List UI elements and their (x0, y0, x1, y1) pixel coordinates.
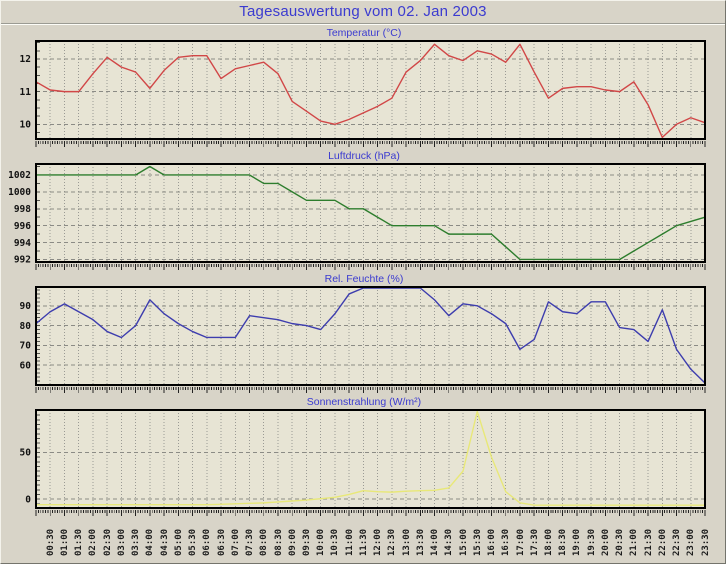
x-axis-label: 08:00 (259, 528, 270, 556)
x-axis-label: 22:00 (657, 528, 668, 556)
x-axis-label: 18:30 (558, 528, 569, 556)
y-axis-tick-label: 1000 (8, 187, 31, 198)
x-axis-label: 10:00 (316, 528, 327, 556)
time-axis-labels: 00:30 01:00 01:30 02:00 02:30 03:00 03:30 04:00… (1, 519, 725, 563)
solar-chart: 0 50 (1, 409, 725, 519)
x-axis-label: 21:00 (629, 528, 640, 556)
x-axis-label: 13:00 (401, 528, 412, 556)
x-axis-label: 09:30 (301, 528, 312, 556)
temperature-panel: Temperatur (°C) 10 11 12 (1, 27, 725, 150)
x-axis-label: 17:00 (515, 528, 526, 556)
temperature-chart-title: Temperatur (°C) (326, 27, 402, 39)
x-axis-label: 19:30 (586, 528, 597, 556)
y-axis-tick-label: 992 (14, 255, 31, 266)
x-axis-label: 07:00 (230, 528, 241, 556)
solar-chart-title: Sonnenstrahlung (W/m²) (306, 396, 422, 408)
pressure-panel: Luftdruck (hPa) 992 994 996 998 1000 1002 (1, 150, 725, 273)
x-axis-label: 11:30 (358, 528, 369, 556)
title-divider (1, 23, 725, 25)
chart-plot: 992 994 996 998 1000 1002 (8, 163, 706, 270)
chart-plot: 0 50 (20, 409, 706, 516)
chart-plot: 60 70 80 90 (20, 286, 706, 393)
x-axis-label: 10:30 (330, 528, 341, 556)
y-axis-tick-label: 60 (20, 360, 32, 371)
x-axis-label: 09:00 (287, 528, 298, 556)
y-axis-tick-label: 996 (14, 221, 31, 232)
y-axis-tick-label: 994 (14, 238, 31, 249)
x-axis-label: 00:30 (45, 528, 56, 556)
x-axis-label: 14:30 (444, 528, 455, 556)
y-axis-tick-label: 1002 (8, 170, 31, 181)
x-axis-label: 05:00 (173, 528, 184, 556)
x-axis-label: 05:30 (188, 528, 199, 556)
x-axis-label: 13:30 (415, 528, 426, 556)
x-axis-label: 16:30 (501, 528, 512, 556)
x-axis-label: 15:00 (458, 528, 469, 556)
x-axis-label: 02:00 (88, 528, 99, 556)
y-axis-tick-label: 50 (20, 448, 32, 459)
y-axis-tick-label: 80 (20, 321, 32, 332)
pressure-chart: 992 994 996 998 1000 1002 (1, 163, 725, 273)
x-axis-label: 16:00 (487, 528, 497, 556)
solar-panel: Sonnenstrahlung (W/m²) 0 50 (1, 396, 725, 519)
x-axis-label: 02:30 (102, 528, 113, 556)
y-axis-tick-label: 11 (20, 87, 32, 98)
page-title: Tagesauswertung vom 02. Jan 2003 (239, 3, 487, 20)
x-axis-label: 07:30 (245, 528, 255, 556)
x-axis-label: 03:00 (116, 528, 127, 556)
x-axis-label: 17:30 (529, 528, 540, 556)
pressure-chart-title: Luftdruck (hPa) (328, 150, 400, 162)
x-axis-label: 19:00 (572, 528, 583, 556)
x-axis-label: 20:30 (615, 528, 626, 556)
humidity-panel: Rel. Feuchte (%) 60 70 80 90 (1, 273, 725, 396)
x-axis-label: 04:00 (145, 528, 156, 556)
x-axis-label: 12:30 (387, 528, 398, 556)
x-axis-label: 06:00 (202, 528, 213, 556)
y-axis-tick-label: 10 (20, 120, 32, 131)
x-axis-label: 12:00 (373, 528, 384, 556)
y-axis-tick-label: 70 (20, 341, 32, 352)
y-axis-tick-label: 0 (25, 494, 31, 505)
x-axis-label: 22:30 (672, 528, 682, 556)
x-axis-label: 04:30 (159, 528, 170, 556)
y-axis-tick-label: 90 (20, 301, 32, 312)
x-axis-label: 08:30 (273, 528, 284, 556)
humidity-chart: 60 70 80 90 (1, 286, 725, 396)
x-axis-label: 20:00 (600, 528, 611, 556)
x-axis-label: 01:30 (74, 528, 85, 556)
x-axis-label: 15:30 (472, 528, 483, 556)
x-axis-label: 21:30 (643, 528, 654, 556)
x-axis-label: 06:30 (216, 528, 227, 556)
y-axis-tick-label: 12 (20, 54, 31, 65)
x-axis-label: 23:00 (686, 528, 697, 556)
temperature-chart: 10 11 12 (1, 40, 725, 150)
x-axis-label: 03:30 (131, 528, 142, 556)
x-axis-label: 18:00 (543, 528, 554, 556)
chart-plot: 10 11 12 (20, 40, 706, 147)
x-axis-label: 01:00 (60, 528, 70, 556)
x-axis-label: 14:00 (430, 528, 441, 556)
y-axis-tick-label: 998 (14, 204, 31, 215)
humidity-chart-title: Rel. Feuchte (%) (324, 273, 404, 285)
x-axis-label: 11:00 (344, 528, 355, 556)
x-axis-label: 23:30 (700, 528, 711, 556)
